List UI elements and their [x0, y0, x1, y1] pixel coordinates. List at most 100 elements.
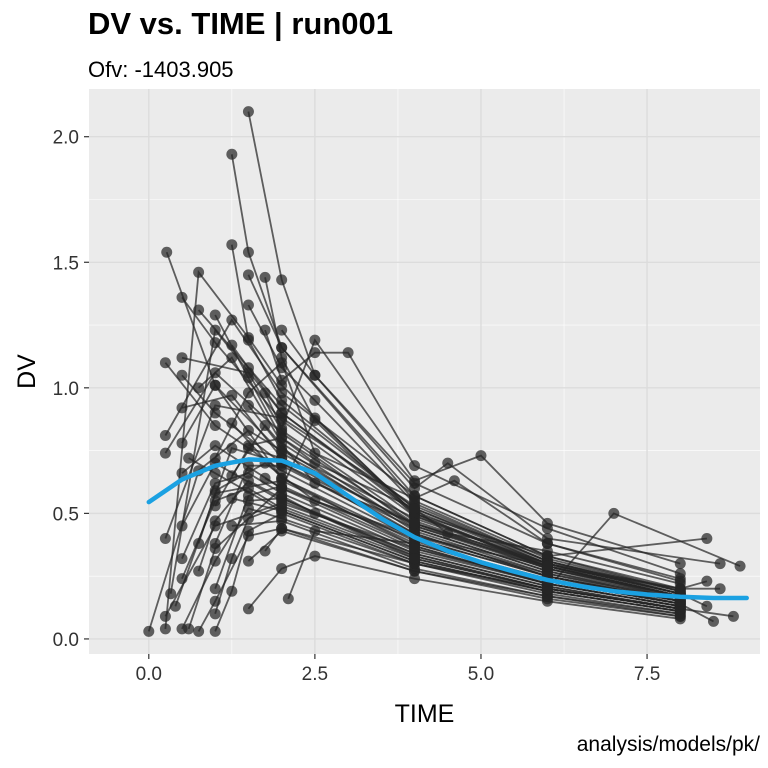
data-point	[165, 588, 177, 600]
x-tick-label: 5.0	[468, 664, 494, 685]
data-point	[209, 608, 221, 620]
data-point	[183, 623, 195, 635]
data-point	[701, 600, 713, 612]
data-point	[259, 324, 271, 336]
data-point	[226, 339, 238, 351]
data-point	[209, 399, 221, 411]
data-point	[209, 379, 221, 391]
data-point	[209, 407, 221, 419]
data-point	[409, 543, 421, 555]
data-point	[701, 532, 713, 544]
data-point	[242, 425, 254, 437]
data-point	[276, 407, 288, 419]
data-point	[309, 334, 321, 346]
x-tick-label: 0.0	[136, 664, 162, 685]
data-point	[309, 447, 321, 459]
chart-caption: analysis/models/pk/	[577, 733, 760, 756]
data-point	[701, 575, 713, 587]
data-point	[442, 457, 454, 469]
data-point	[226, 585, 238, 597]
plot-panel	[89, 89, 760, 654]
data-point	[193, 304, 205, 316]
data-point	[409, 517, 421, 529]
data-point	[276, 274, 288, 286]
data-point	[242, 399, 254, 411]
data-point	[159, 623, 171, 635]
data-point	[442, 527, 454, 539]
data-point	[242, 460, 254, 472]
x-tick-label: 7.5	[634, 664, 660, 685]
data-point	[242, 269, 254, 281]
data-point	[242, 299, 254, 311]
data-point	[242, 525, 254, 537]
data-point	[226, 492, 238, 504]
data-point	[309, 412, 321, 424]
data-point	[226, 417, 238, 429]
data-point	[276, 414, 288, 426]
data-point	[282, 593, 294, 605]
y-tick-label: 2.0	[53, 128, 79, 149]
data-point	[176, 291, 188, 303]
data-point	[276, 422, 288, 434]
data-point	[159, 610, 171, 622]
data-point	[448, 475, 460, 487]
data-point	[714, 583, 726, 595]
data-point	[226, 470, 238, 482]
data-point	[176, 520, 188, 532]
data-point	[475, 450, 487, 462]
data-point	[226, 553, 238, 565]
axis-layer: 0.0 2.5 5.0 7.5 0.0 0.5 1.0 1.5 2.0	[53, 128, 661, 685]
data-point	[193, 538, 205, 550]
data-point	[541, 595, 553, 607]
data-point	[226, 148, 238, 160]
data-point	[242, 512, 254, 524]
data-point	[193, 565, 205, 577]
data-point	[226, 442, 238, 454]
data-point	[176, 369, 188, 381]
data-point	[309, 477, 321, 489]
data-point	[276, 522, 288, 534]
data-point	[209, 309, 221, 321]
data-point	[409, 573, 421, 585]
data-point	[309, 550, 321, 562]
data-point	[259, 387, 271, 399]
data-point	[259, 271, 271, 283]
data-point	[242, 475, 254, 487]
data-point	[242, 482, 254, 494]
data-point	[226, 389, 238, 401]
data-point	[209, 324, 221, 336]
data-point	[409, 502, 421, 514]
data-point	[309, 495, 321, 507]
data-point	[674, 573, 686, 585]
data-point	[608, 507, 620, 519]
data-point	[193, 266, 205, 278]
data-point	[209, 337, 221, 349]
y-axis-title: DV	[13, 354, 41, 389]
data-point	[242, 362, 254, 374]
data-point	[159, 447, 171, 459]
data-point	[242, 372, 254, 384]
data-point	[259, 472, 271, 484]
data-point	[209, 367, 221, 379]
data-point	[209, 520, 221, 532]
data-point	[169, 600, 181, 612]
data-point	[276, 374, 288, 386]
y-tick-label: 0.5	[53, 504, 79, 525]
data-point	[276, 357, 288, 369]
series-line-51	[147, 429, 708, 632]
data-point	[342, 347, 354, 359]
data-point	[259, 545, 271, 557]
data-point	[541, 560, 553, 572]
data-point	[541, 545, 553, 557]
data-point	[159, 532, 171, 544]
series-line-38	[247, 304, 681, 595]
data-point	[674, 613, 686, 625]
data-point	[309, 369, 321, 381]
chart-subtitle: Ofv: -1403.905	[88, 57, 234, 82]
data-point	[242, 334, 254, 346]
data-point	[276, 394, 288, 406]
data-point	[276, 432, 288, 444]
data-point	[226, 314, 238, 326]
data-point	[193, 625, 205, 637]
